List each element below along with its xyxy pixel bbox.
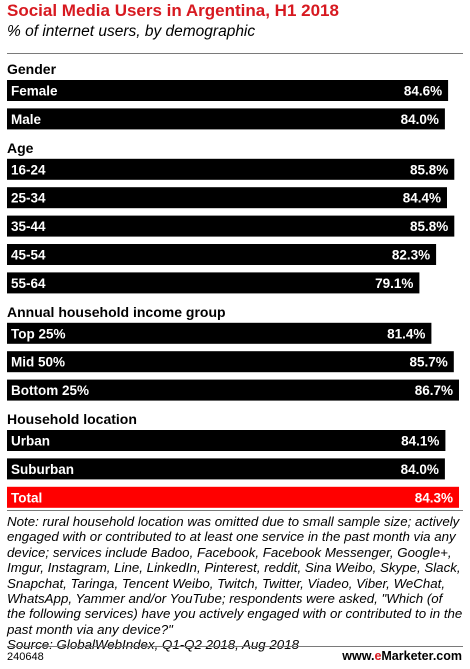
bar (7, 215, 455, 237)
bar-value-label: 79.1% (375, 276, 413, 291)
bar-value-label: 82.3% (392, 248, 430, 263)
source-text: Source: GlobalWebIndex, Q1-Q2 2018, Aug … (7, 637, 299, 653)
bar-category-label: Mid 50% (11, 355, 65, 370)
group-heading: Annual household income group (7, 304, 226, 320)
bar (7, 351, 454, 373)
group-heading: Gender (7, 61, 57, 77)
bar-category-label: 25-34 (11, 191, 46, 206)
top-divider (7, 53, 463, 54)
bar-category-label: Total (11, 490, 42, 505)
bar (7, 158, 455, 180)
group-heading: Age (7, 140, 34, 156)
bar (7, 322, 432, 344)
bar (7, 80, 449, 101)
bar-category-label: Urban (11, 434, 50, 449)
brand-rest: Marketer.com (381, 649, 462, 663)
bar-category-label: 45-54 (11, 248, 46, 263)
chart-note: Note: rural household location was omitt… (7, 514, 463, 653)
emarketer-logo[interactable]: www.eMarketer.com (342, 649, 462, 663)
group-heading: Household location (7, 411, 137, 427)
bar-category-label: Male (11, 112, 42, 127)
bar-value-label: 85.8% (410, 219, 448, 234)
bar-value-label: 81.4% (387, 326, 425, 341)
bar-category-label: Female (11, 84, 58, 99)
note-text: Note: rural household location was omitt… (7, 514, 463, 637)
bar-value-label: 85.8% (410, 162, 448, 177)
bar-value-label: 84.6% (404, 84, 442, 99)
chart-id: 240648 (7, 651, 44, 663)
bar-category-label: Bottom 25% (11, 383, 89, 398)
bar-chart: Gender Female 84.6% Male 84.0% Age 16-24 85.8% 2… (7, 61, 459, 508)
bar (7, 458, 445, 480)
bar (7, 108, 445, 130)
bar-category-label: 35-44 (11, 219, 46, 234)
bar-total (7, 486, 459, 508)
bar-category-label: Top 25% (11, 326, 66, 341)
note-divider (7, 510, 463, 511)
bar-value-label: 84.4% (403, 191, 441, 206)
bar (7, 244, 437, 265)
bar (7, 430, 446, 451)
bar-value-label: 84.0% (401, 462, 439, 477)
bar-category-label: 55-64 (11, 276, 46, 291)
bar-value-label: 86.7% (415, 383, 453, 398)
chart-title: Social Media Users in Argentina, H1 2018 (7, 1, 339, 20)
bar-value-label: 84.0% (401, 112, 439, 127)
bar (7, 379, 459, 401)
brand-e: e (374, 649, 382, 663)
bar-value-label: 84.3% (415, 490, 453, 505)
bar-category-label: Suburban (11, 462, 74, 477)
bar (7, 272, 420, 294)
bar-value-label: 84.1% (401, 434, 439, 449)
bar-category-label: 16-24 (11, 162, 46, 177)
chart-subtitle: % of internet users, by demographic (7, 23, 256, 40)
bar (7, 187, 447, 209)
brand-prefix: www. (342, 649, 375, 663)
bar-value-label: 85.7% (410, 355, 448, 370)
footer-divider (7, 646, 463, 647)
